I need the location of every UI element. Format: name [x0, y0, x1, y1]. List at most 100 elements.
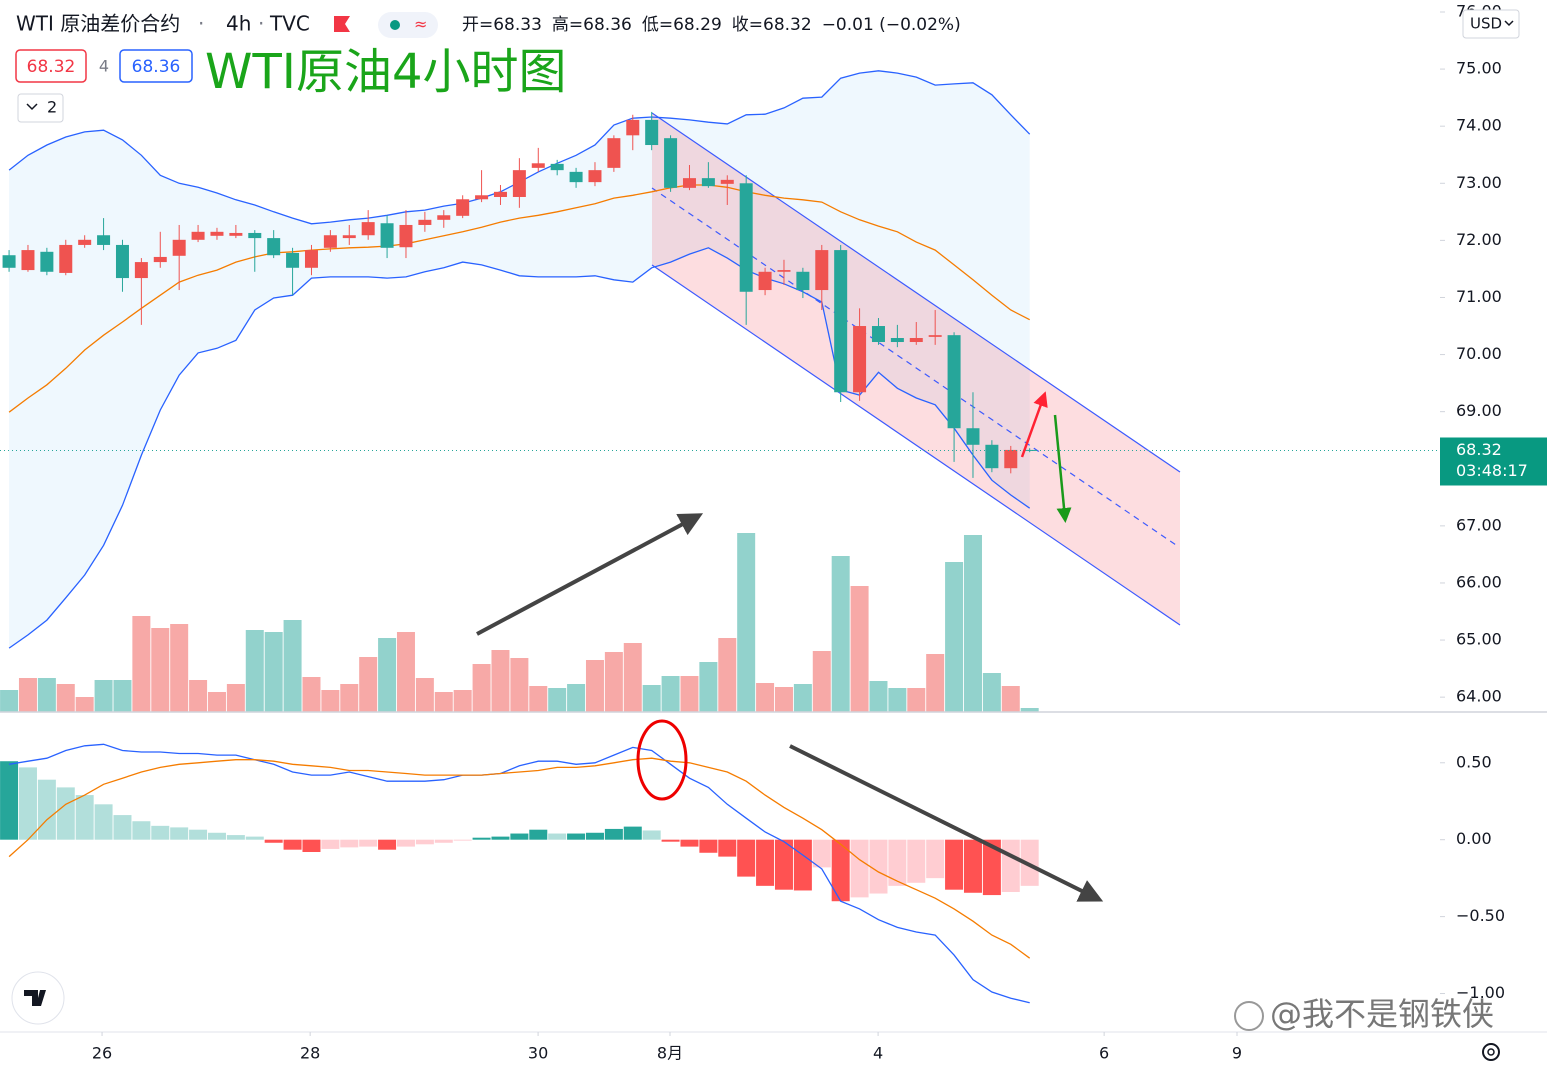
arrow-red: [1020, 391, 1048, 458]
volume-bar: [793, 684, 812, 712]
candle-body: [399, 224, 413, 248]
histogram-bar: [151, 825, 170, 840]
volume-bar: [37, 678, 56, 712]
status-pill[interactable]: [378, 12, 438, 38]
x-tick-label: 6: [1099, 1044, 1109, 1063]
macd-line: [8, 743, 1030, 1004]
volume-bar: [850, 586, 869, 712]
y-tick-label: 0.00: [1456, 829, 1492, 848]
candle-body: [928, 335, 942, 337]
volume-bar: [831, 556, 850, 712]
bid-box[interactable]: [15, 49, 87, 83]
settings-core: [1487, 1048, 1495, 1056]
volume-bar: [1001, 686, 1020, 712]
ask-box[interactable]: [119, 49, 193, 83]
flag-icon[interactable]: [334, 16, 350, 32]
histogram-bar: [1020, 839, 1039, 886]
currency-button[interactable]: [1462, 9, 1520, 39]
candle-body: [777, 270, 791, 272]
candle-body: [78, 239, 92, 245]
histogram-bar: [56, 787, 75, 840]
candle-body: [304, 250, 318, 268]
drawings: [651, 112, 1181, 626]
histogram-bar: [245, 836, 264, 840]
volume-bar: [869, 681, 888, 712]
macd-line: [8, 757, 1031, 959]
candle-body: [626, 119, 640, 136]
histogram-bar: [1001, 839, 1020, 892]
chevron: [1504, 20, 1514, 27]
symbol: WTI 原油差价合约: [16, 12, 180, 36]
volume-bar: [113, 680, 132, 712]
indicator-toggle[interactable]: [17, 93, 64, 123]
y-tick-label: 67.00: [1456, 515, 1502, 534]
y-tick-label: −1.00: [1456, 983, 1505, 1002]
status-icon: ≈: [414, 15, 427, 34]
candle-body: [475, 195, 489, 200]
candle-body: [834, 250, 848, 393]
candle-body: [682, 178, 696, 188]
candle-body: [796, 271, 810, 291]
y-tick-label: 72.00: [1456, 230, 1502, 249]
histogram-bar: [226, 835, 245, 840]
histogram-bar: [982, 839, 1001, 896]
volume-bar: [170, 624, 189, 712]
settings[interactable]: [1482, 1043, 1500, 1061]
volume-bar: [378, 638, 397, 712]
x-tick-label: 8月: [657, 1044, 683, 1063]
histogram-bar: [812, 839, 831, 868]
histogram-bar: [642, 830, 661, 840]
histogram-bar: [737, 839, 756, 877]
x-tick-label: 28: [300, 1044, 320, 1063]
volume-bar: [283, 620, 302, 712]
volume-bar: [756, 683, 775, 712]
candle-body: [323, 235, 337, 248]
histogram-bar: [604, 828, 623, 840]
dot: ·: [198, 12, 204, 36]
histogram-bar: [264, 839, 283, 843]
volume-bar: [340, 684, 359, 712]
histogram-bar: [831, 839, 850, 902]
currency: USD: [1470, 15, 1502, 33]
histogram-bar: [453, 839, 472, 841]
volume-bar: [604, 652, 623, 712]
volume-bar: [945, 562, 964, 712]
volume-bar: [75, 697, 94, 712]
y-tick-label: 66.00: [1456, 572, 1502, 591]
y-tick-label: −0.50: [1456, 906, 1505, 925]
histogram-bar: [113, 815, 132, 840]
histogram-bar: [37, 779, 56, 840]
channel-mid: [651, 187, 1177, 546]
volume-bar: [491, 650, 510, 712]
candle-body: [437, 215, 451, 220]
volume-bar: [396, 632, 415, 712]
candle-body: [890, 338, 904, 343]
channel-top: [651, 112, 1181, 473]
volume-bar: [1020, 708, 1039, 712]
volume-bar: [718, 638, 737, 712]
front-layer: 68.32 03:48:17: [1440, 437, 1547, 486]
countdown: 03:48:17: [1456, 461, 1528, 480]
volume-bar: [510, 658, 529, 712]
y-tick-label: 64.00: [1456, 687, 1502, 706]
histogram-bar: [340, 839, 359, 848]
ohlc-item: 低=68.29: [642, 15, 722, 35]
candle-body: [701, 178, 715, 187]
volume-bar: [907, 688, 926, 712]
ohlc-item: 收=68.32: [732, 15, 812, 35]
histogram-bar: [548, 833, 567, 840]
candle-body: [59, 244, 73, 273]
candle-body: [361, 222, 375, 236]
volume-bar: [812, 651, 831, 712]
arrow-up: [476, 513, 704, 636]
candle-body: [947, 335, 961, 429]
histogram-bar: [680, 839, 699, 847]
histogram-bar: [491, 836, 510, 840]
volume-bar: [737, 533, 756, 712]
y-tick-label: 74.00: [1456, 116, 1502, 135]
volume-bar: [264, 632, 283, 712]
volume-bar: [0, 690, 19, 712]
source: TVC: [269, 12, 310, 36]
ask: 68.36: [132, 57, 181, 77]
